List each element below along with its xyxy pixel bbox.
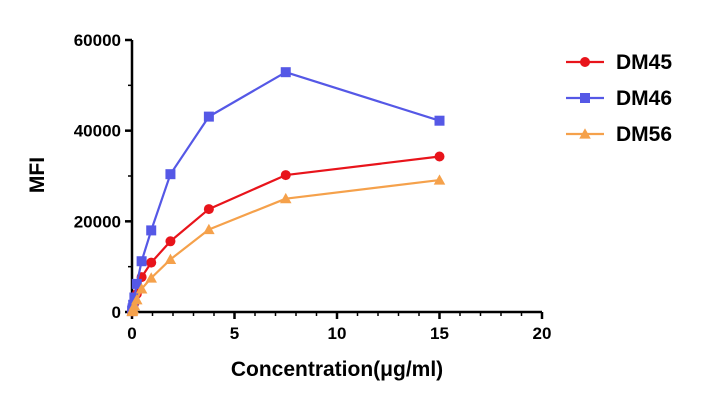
series-layer (126, 67, 446, 317)
data-point-dm56 (433, 174, 446, 185)
x-tick-label: 5 (230, 324, 239, 343)
data-point-dm46 (165, 169, 176, 180)
y-axis-title: MFI (26, 157, 49, 193)
data-point-dm46 (129, 292, 140, 303)
data-point-dm46 (136, 256, 147, 267)
data-point-dm45 (146, 257, 157, 268)
data-point-dm45 (165, 236, 176, 247)
x-tick-label: 20 (533, 324, 552, 343)
x-tick-label: 0 (127, 324, 136, 343)
data-point-dm45 (434, 151, 445, 162)
data-point-dm46 (146, 225, 157, 236)
legend-label: DM46 (616, 87, 672, 110)
data-point-dm56 (203, 223, 215, 235)
series-dm46 (127, 67, 445, 317)
data-point-dm45 (203, 204, 214, 215)
legend-item-dm45: DM45 (566, 51, 672, 74)
data-point-dm56 (145, 272, 157, 283)
legend-label: DM56 (616, 123, 672, 146)
axes: 0 5 10 15 20 0 20000 40000 60000 (74, 31, 552, 343)
legend-item-dm56: DM56 (566, 123, 672, 146)
legend-marker (580, 57, 590, 67)
data-point-dm46 (203, 111, 214, 122)
data-point-dm56 (128, 299, 141, 311)
legend-marker (579, 128, 591, 139)
y-tick-label: 20000 (74, 212, 121, 231)
data-point-dm46 (434, 115, 445, 126)
data-point-dm46 (131, 278, 142, 289)
x-tick-label: 15 (430, 324, 449, 343)
data-point-dm56 (164, 253, 177, 265)
y-tick-label: 60000 (74, 31, 121, 50)
data-point-dm56 (131, 294, 143, 305)
y-tick-label: 40000 (74, 122, 121, 141)
legend: DM45 DM46 DM56 (566, 51, 672, 146)
data-point-dm56 (135, 283, 148, 294)
y-tick-label: 0 (112, 303, 121, 322)
data-point-dm56 (280, 192, 292, 204)
data-point-dm45 (280, 170, 291, 181)
x-axis-title: Concentration(μg/ml) (231, 358, 443, 381)
legend-item-dm46: DM46 (566, 87, 672, 110)
legend-marker (580, 93, 590, 103)
x-tick-label: 10 (328, 324, 347, 343)
legend-label: DM45 (616, 51, 672, 74)
series-dm56 (126, 174, 446, 317)
series-line-dm46 (131, 71, 440, 312)
data-point-dm46 (280, 67, 291, 78)
